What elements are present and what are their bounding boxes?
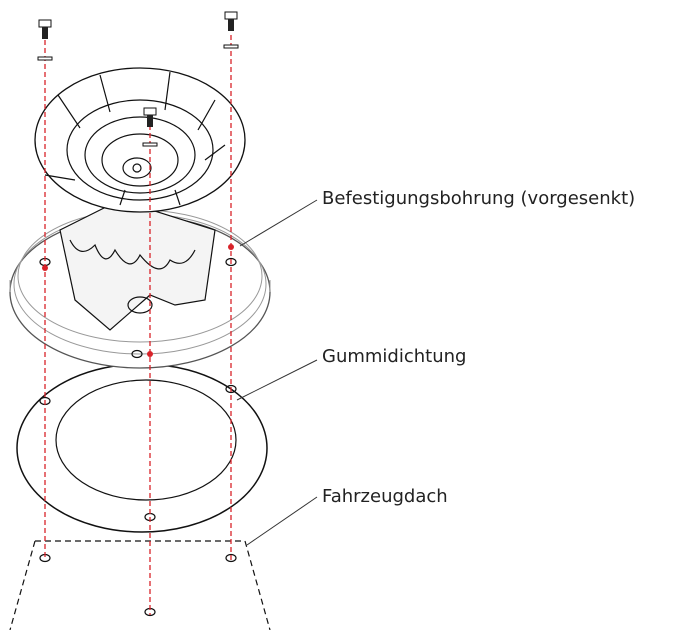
roof-holes <box>39 553 237 617</box>
vehicle-roof <box>9 540 271 630</box>
label-roof: Fahrzeugdach <box>322 486 448 507</box>
label-mounting-hole: Befestigungsbohrung (vorgesenkt) <box>322 188 635 209</box>
dome-housing <box>9 199 271 369</box>
leader-lines <box>236 199 318 546</box>
guide-lines <box>44 35 232 615</box>
rubber-gasket <box>16 363 268 533</box>
label-gasket: Gummidichtung <box>322 346 466 367</box>
mount-plate <box>34 67 246 213</box>
screws <box>37 11 239 147</box>
